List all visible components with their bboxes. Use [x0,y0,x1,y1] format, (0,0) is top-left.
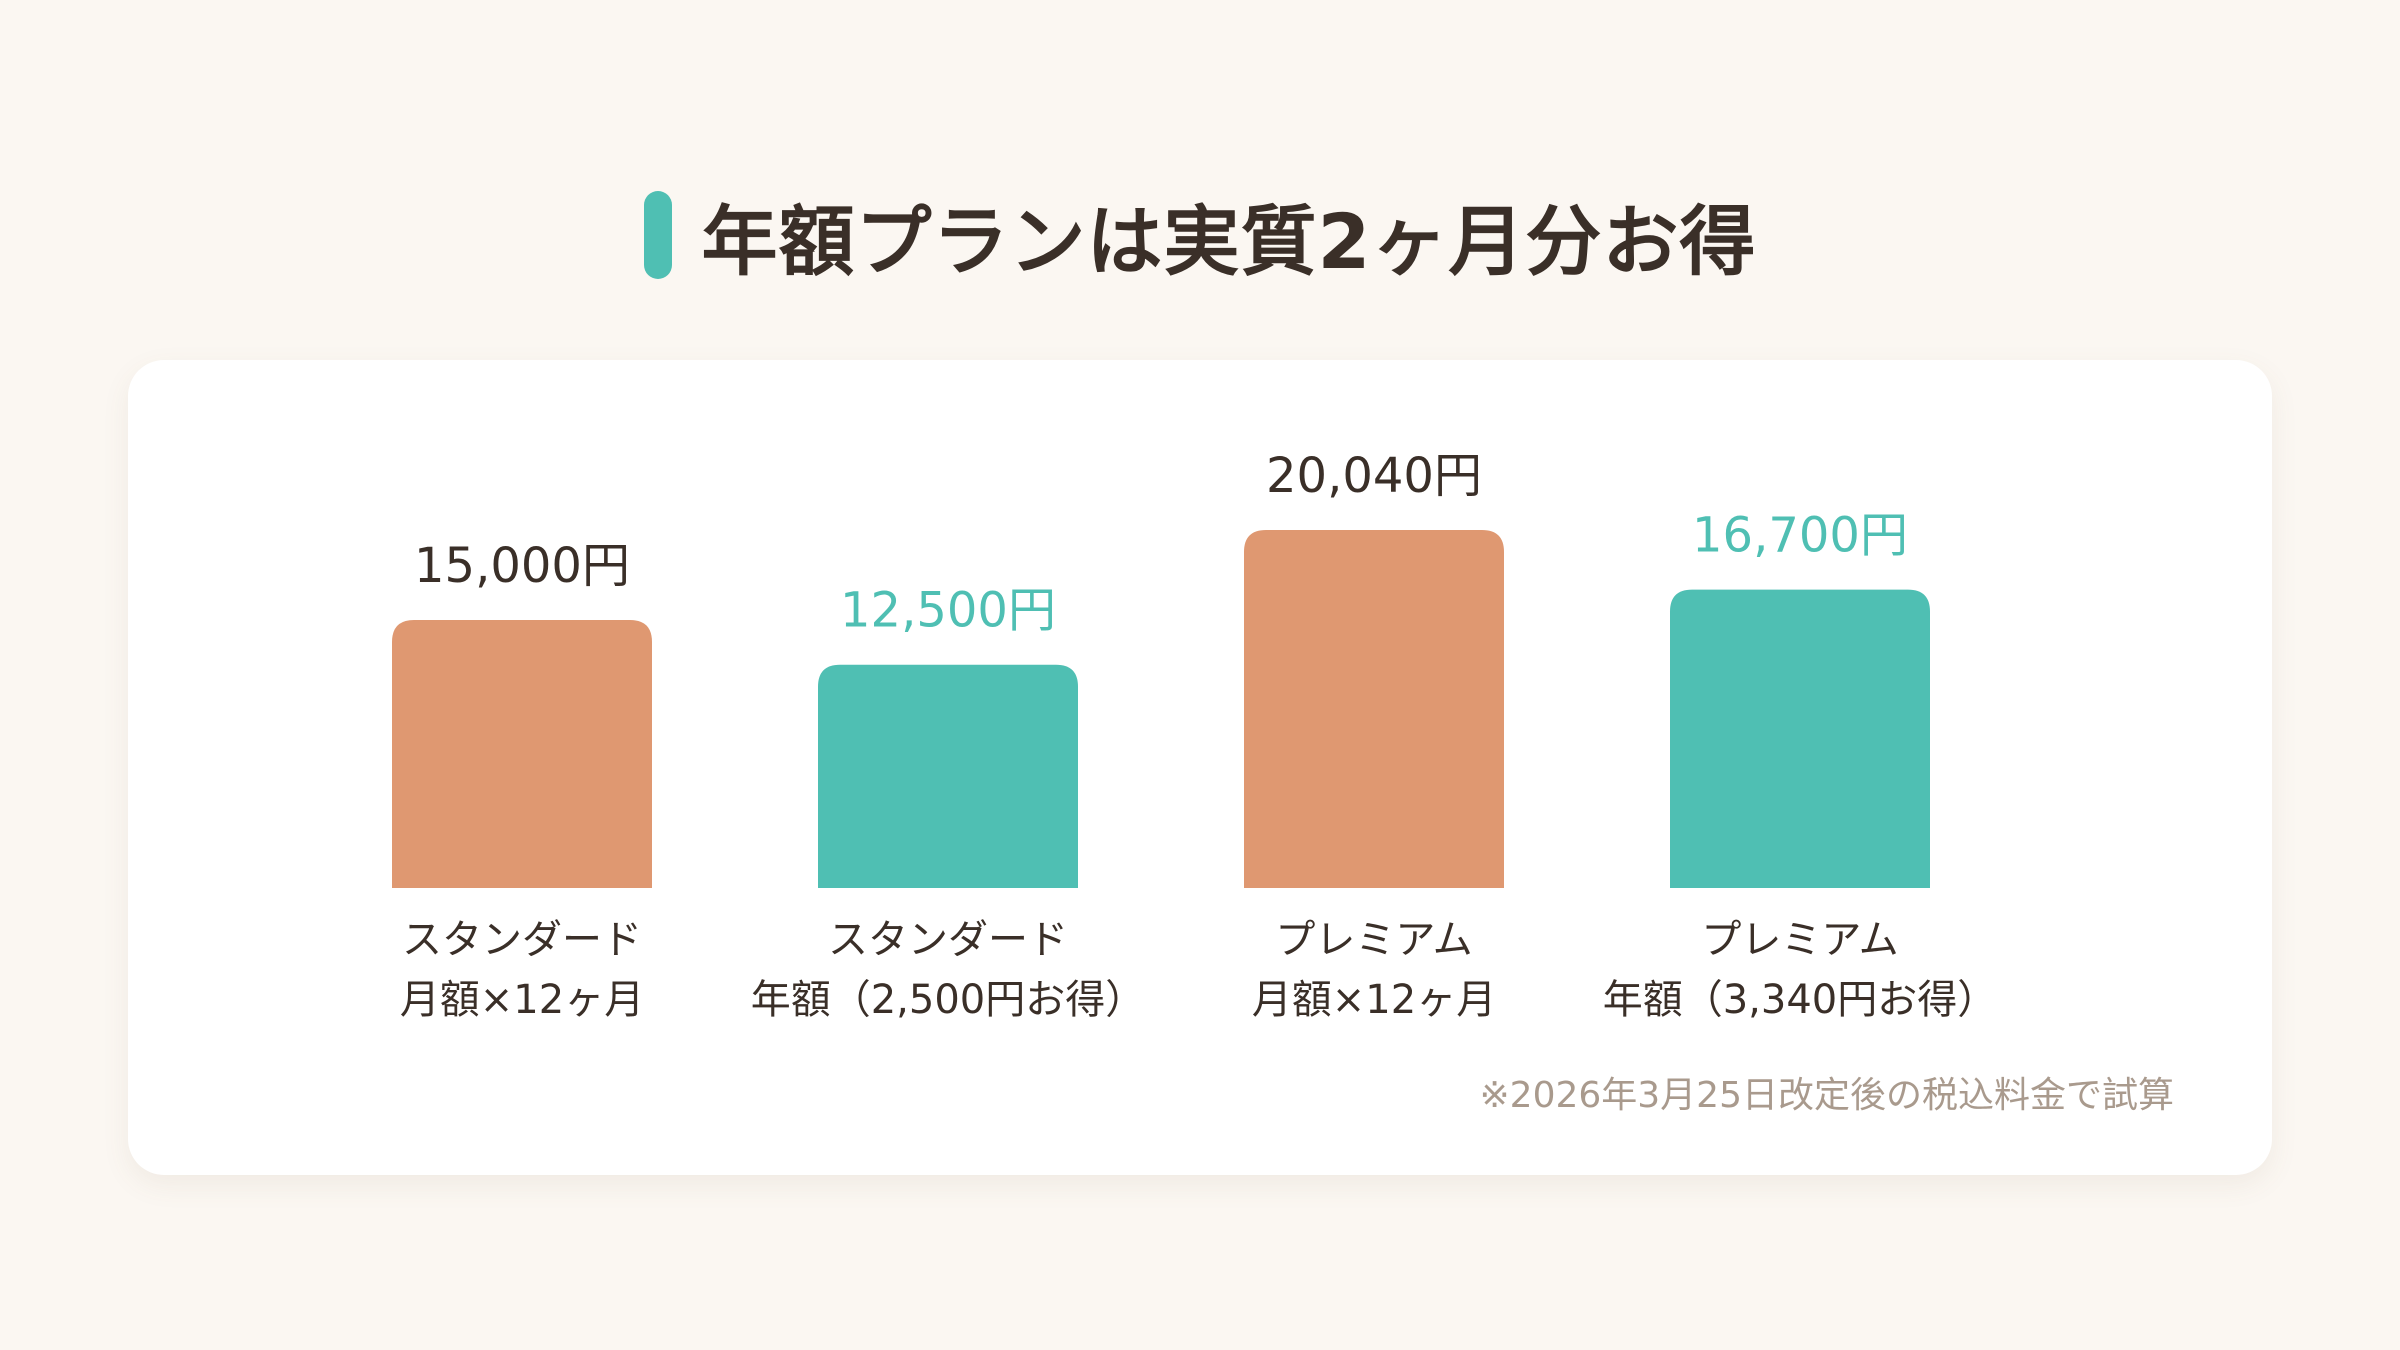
category-label-line-2: 年額（2,500円お得） [751,977,1146,1023]
chart-title: 年額プランは実質2ヶ月分お得 [0,185,2400,286]
bar-annual-2 [818,664,1078,888]
category-label-line-1: プレミアム [1701,917,1898,963]
bar-value-label: 20,040円 [1266,448,1482,504]
bar-value-label: 16,700円 [1692,508,1908,564]
bar-monthly-1 [392,620,652,888]
category-label-line-2: 月額×12ヶ月 [1252,977,1496,1023]
category-label-line-2: 年額（3,340円お得） [1603,977,1998,1023]
footnote: ※2026年3月25日改定後の税込料金で試算 [1479,1075,2175,1116]
category-label-line-1: プレミアム [1275,917,1472,963]
page-title: 年額プランは実質2ヶ月分お得 [701,197,1757,286]
bar-value-label: 15,000円 [414,538,630,594]
bar-monthly-3 [1244,530,1504,888]
title-accent-bar [643,191,672,279]
bar-value-label: 12,500円 [840,583,1056,639]
bar-annual-4 [1670,589,1930,888]
category-label-line-2: 月額×12ヶ月 [400,977,644,1023]
category-label-line-1: スタンダード [828,917,1068,963]
category-label-line-1: スタンダード [402,917,642,963]
